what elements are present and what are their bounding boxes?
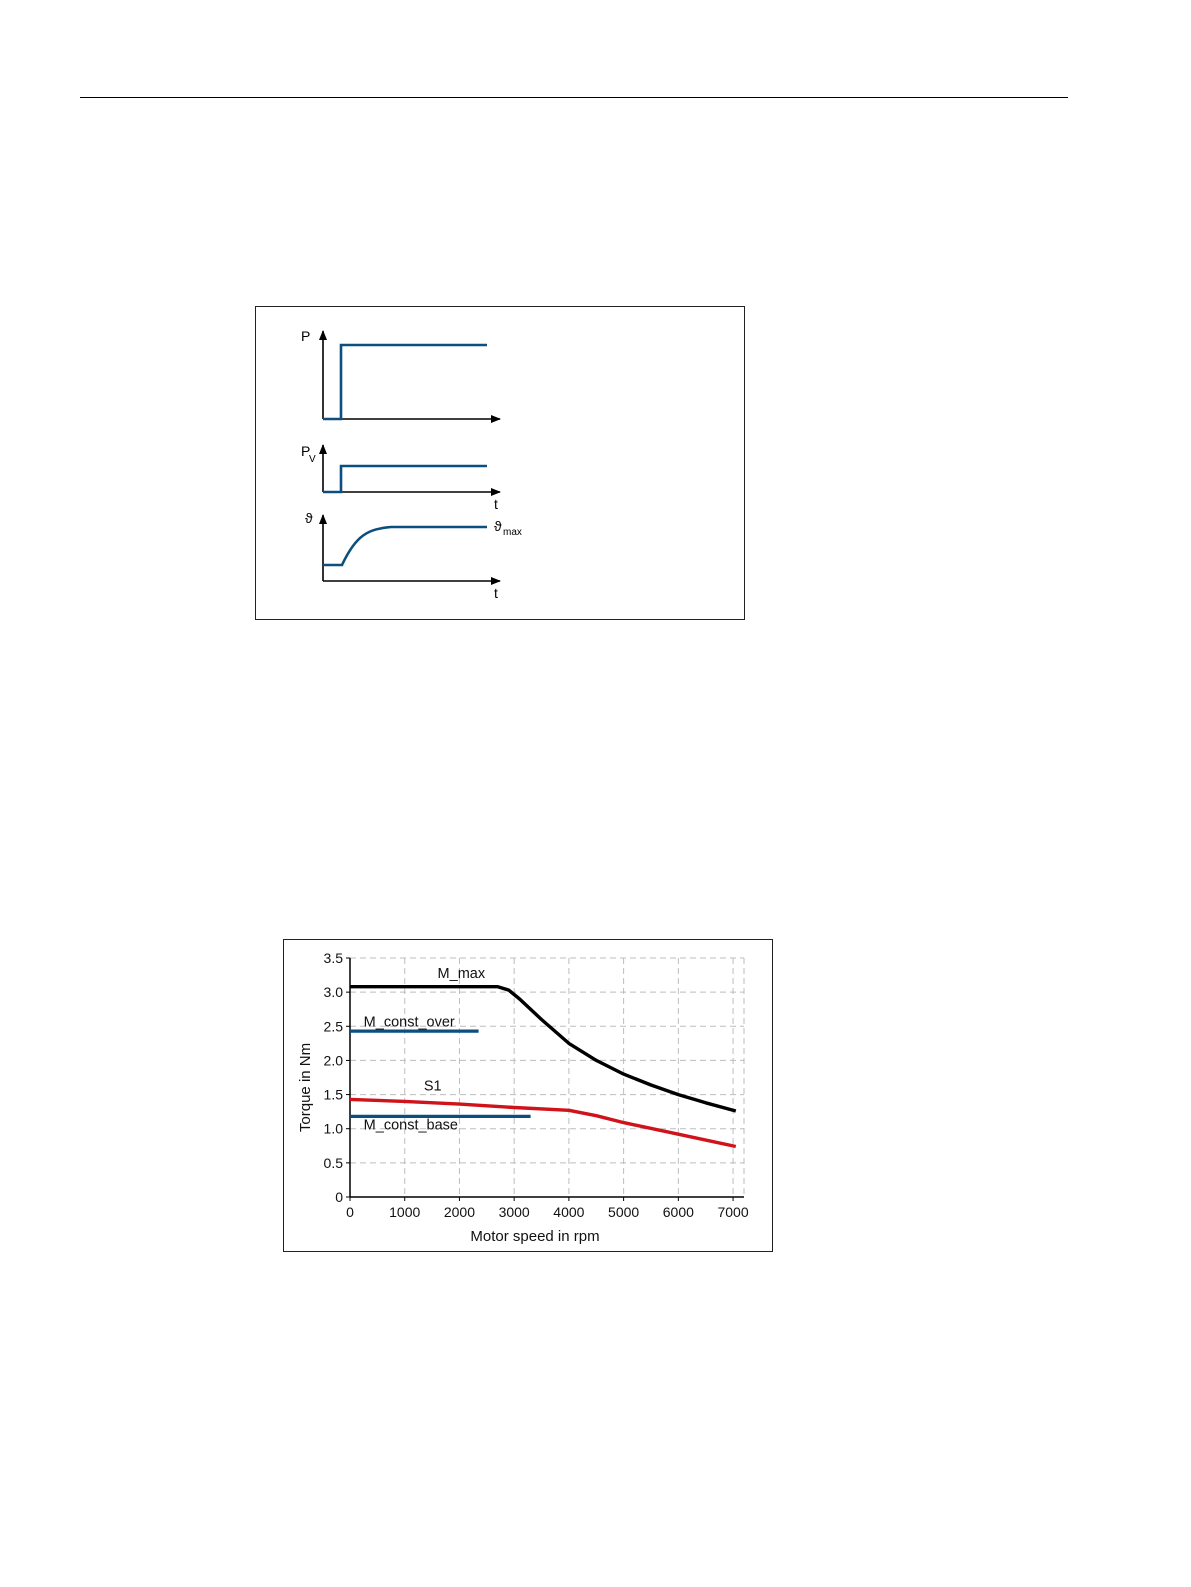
series-line-m-max [350, 985, 737, 1113]
power-label: P [301, 328, 310, 344]
y-axis-title: Torque in Nm [297, 1043, 314, 1132]
x-tick-label: 2000 [444, 1204, 475, 1220]
x-tick-label: 7000 [717, 1204, 748, 1220]
y-tick-label: 3.0 [324, 984, 344, 1000]
page-header-rule [80, 97, 1068, 98]
temperature-time-label: t [494, 585, 498, 601]
x-tick-label: 6000 [663, 1204, 694, 1220]
series-label-s1: S1 [424, 1078, 442, 1094]
power-step-line [323, 343, 487, 421]
y-tick-label: 3.5 [324, 950, 344, 966]
loss-panel: P V t [301, 443, 501, 512]
chart-grid [350, 957, 745, 1197]
temperature-max-subscript: max [503, 527, 522, 538]
chart-axes: 0 0.5 1.0 1.5 2.0 2.5 3.0 3.5 0 1000 2000 3000 4000 5… [324, 950, 749, 1220]
y-tick-label: 1.5 [324, 1087, 344, 1103]
timing-diagram-svg: P P V t ϑ ϑ max t [301, 328, 522, 601]
temperature-label: ϑ [305, 510, 313, 526]
series-label-m-const-base: M_const_base [364, 1117, 458, 1133]
x-tick-label: 0 [346, 1204, 354, 1220]
loss-label: P [301, 443, 310, 459]
y-tick-label: 0 [335, 1189, 343, 1205]
series-line-s1 [349, 1097, 737, 1149]
chart-series [349, 985, 737, 1149]
series-label-m-const-over: M_const_over [364, 1014, 455, 1030]
y-tick-label: 1.0 [324, 1121, 344, 1137]
y-tick-label: 2.5 [324, 1018, 344, 1034]
loss-time-label: t [494, 496, 498, 512]
x-axis-title: Motor speed in rpm [470, 1228, 599, 1245]
x-tick-label: 1000 [389, 1204, 420, 1220]
x-tick-label: 5000 [608, 1204, 639, 1220]
x-tick-label: 3000 [499, 1204, 530, 1220]
y-tick-label: 0.5 [324, 1155, 344, 1171]
torque-chart-svg: 0 0.5 1.0 1.5 2.0 2.5 3.0 3.5 0 1000 2000 3000 4000 5… [297, 950, 749, 1245]
timing-diagram-figure: P P V t ϑ ϑ max t [255, 306, 745, 620]
power-panel: P [301, 328, 501, 423]
temperature-max-label: ϑ [494, 518, 502, 534]
temperature-panel: ϑ ϑ max t [305, 510, 522, 601]
series-label-m-max: M_max [438, 966, 486, 982]
chart-labels: Motor speed in rpm Torque in Nm M_max M_con… [297, 966, 600, 1245]
temperature-curve [323, 525, 487, 567]
torque-chart-figure: 0 0.5 1.0 1.5 2.0 2.5 3.0 3.5 0 1000 2000 3000 4000 5… [283, 939, 773, 1252]
y-tick-label: 2.0 [324, 1052, 344, 1068]
loss-step-line [323, 464, 487, 494]
loss-label-subscript: V [309, 454, 316, 465]
x-tick-label: 4000 [553, 1204, 584, 1220]
